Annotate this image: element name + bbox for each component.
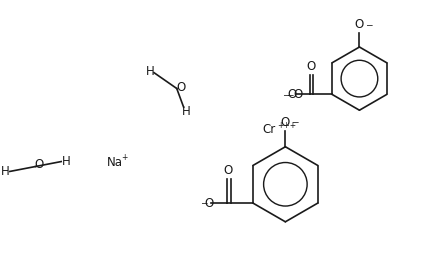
Text: −: − <box>291 118 299 126</box>
Text: O: O <box>355 18 364 31</box>
Text: −: − <box>282 90 289 99</box>
Text: −: − <box>366 20 373 29</box>
Text: +++: +++ <box>277 121 296 130</box>
Text: H: H <box>0 165 9 178</box>
Text: Na: Na <box>106 156 123 169</box>
Text: O: O <box>35 158 44 171</box>
Text: +: + <box>121 153 128 162</box>
Text: O: O <box>176 81 185 94</box>
Text: H: H <box>182 105 191 118</box>
Text: O: O <box>287 88 296 101</box>
Text: Cr: Cr <box>263 123 276 136</box>
Text: H: H <box>146 65 155 78</box>
Text: O: O <box>307 60 316 73</box>
Text: H: H <box>62 155 71 168</box>
Text: O: O <box>281 116 290 129</box>
Text: −: − <box>200 199 207 208</box>
Text: O: O <box>224 164 233 177</box>
Text: −: − <box>286 90 294 99</box>
Text: O: O <box>294 88 303 101</box>
Text: O: O <box>205 197 214 210</box>
